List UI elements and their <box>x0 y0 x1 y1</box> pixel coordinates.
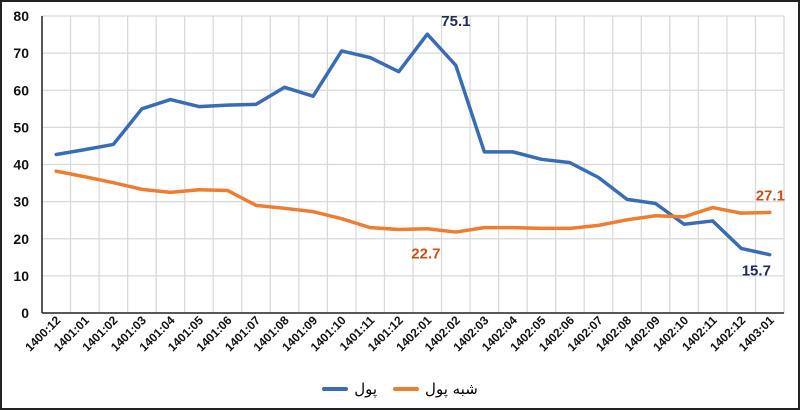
series-line-money <box>54 32 772 257</box>
y-tick-label: 70 <box>13 45 29 61</box>
y-tick-label: 30 <box>13 194 29 210</box>
legend: پول شبه پول <box>2 380 798 398</box>
legend-swatch-money <box>322 387 349 391</box>
y-tick-label: 0 <box>21 305 29 321</box>
y-tick-label: 10 <box>13 268 29 284</box>
legend-swatch-quasi-money <box>393 387 420 391</box>
data-label: 22.7 <box>411 246 440 263</box>
y-tick-label: 20 <box>13 231 29 247</box>
y-tick-label: 60 <box>13 82 29 98</box>
y-tick-label: 50 <box>13 119 29 135</box>
data-label: 75.1 <box>441 13 470 30</box>
y-tick-label: 80 <box>13 8 29 24</box>
series-line-quasi-money <box>54 169 772 234</box>
legend-item-money: پول <box>322 380 377 398</box>
data-label: 27.1 <box>756 187 785 204</box>
data-label: 15.7 <box>742 263 771 280</box>
legend-label-quasi-money: شبه پول <box>425 380 478 398</box>
legend-label-money: پول <box>354 380 378 398</box>
legend-item-quasi-money: شبه پول <box>393 380 478 398</box>
y-tick-label: 40 <box>13 157 29 173</box>
